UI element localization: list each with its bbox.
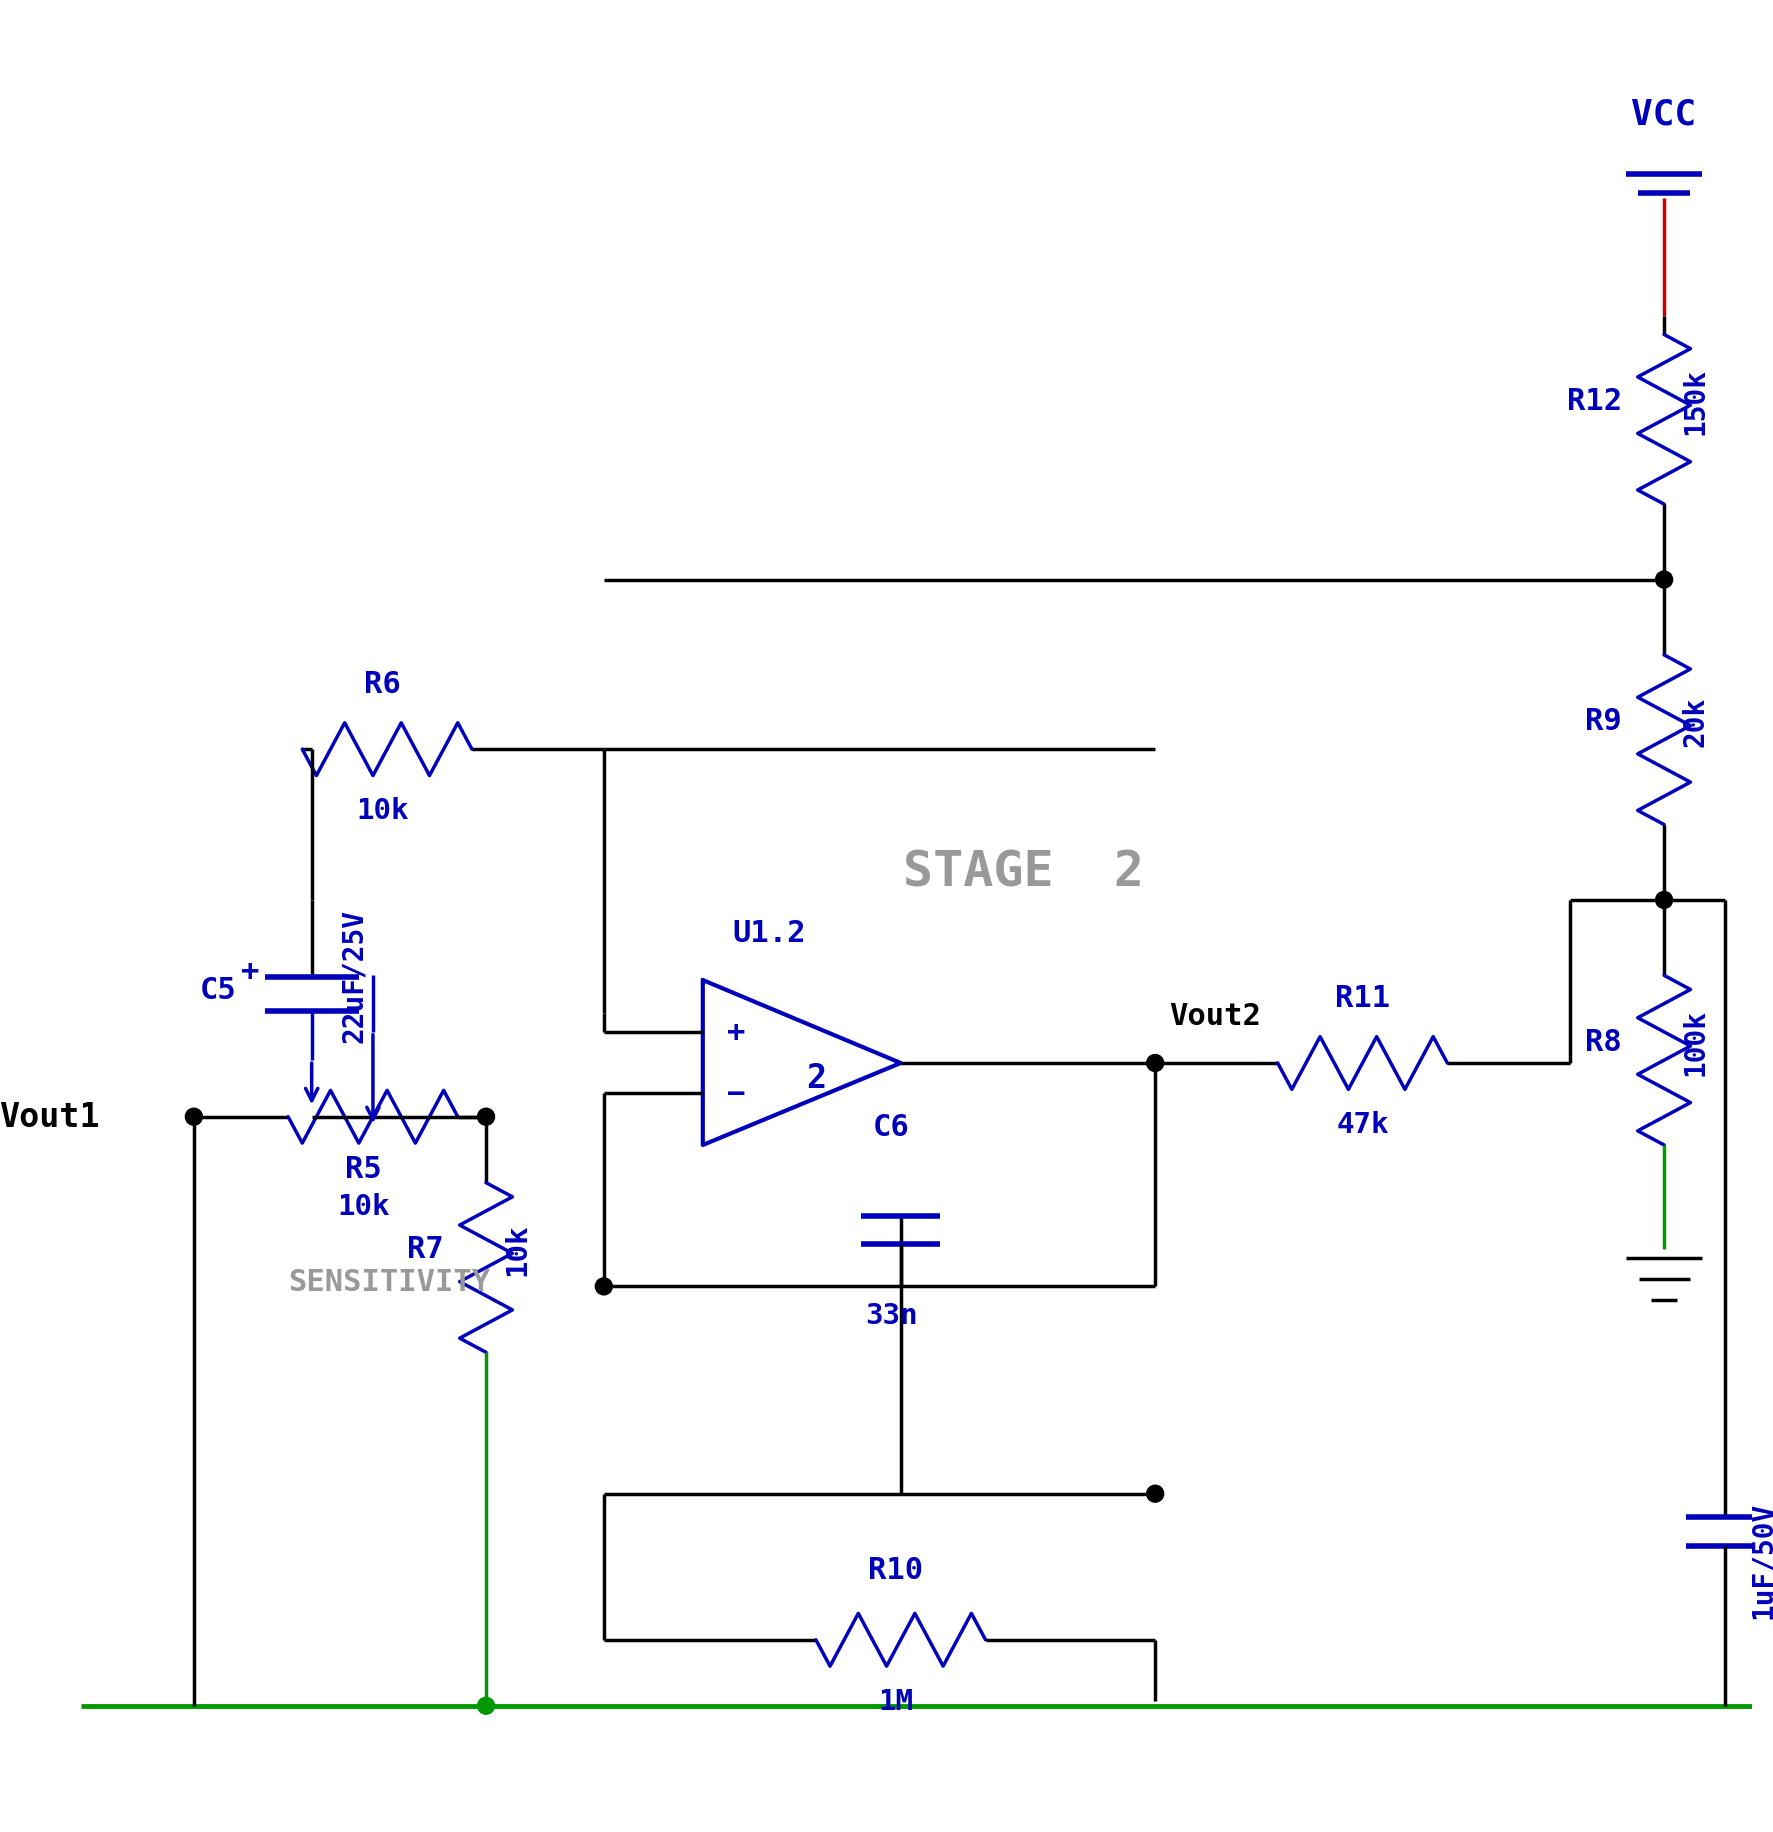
Circle shape [186,1108,202,1125]
Text: VCC: VCC [1631,97,1697,130]
Text: R6: R6 [363,669,401,698]
Text: R8: R8 [1585,1028,1622,1057]
Text: STAGE  2: STAGE 2 [902,848,1144,896]
Text: 100k: 100k [1681,1008,1709,1075]
Text: 47k: 47k [1337,1110,1388,1140]
Text: R11: R11 [1335,984,1390,1011]
Text: +: + [727,1019,745,1046]
Text: 1M: 1M [878,1687,913,1715]
Text: U1.2: U1.2 [732,920,805,947]
Circle shape [477,1696,495,1715]
Text: 22uF/25V: 22uF/25V [340,909,369,1042]
Text: 10k: 10k [356,797,408,824]
Text: C5: C5 [200,975,236,1004]
Text: +: + [241,956,259,986]
Text: −: − [727,1079,745,1108]
Text: R12: R12 [1567,387,1622,416]
Circle shape [1147,1486,1163,1502]
Circle shape [1656,572,1672,588]
Text: R9: R9 [1585,707,1622,736]
Text: 10k: 10k [337,1193,390,1220]
Text: 10k: 10k [504,1222,530,1275]
Text: Vout1: Vout1 [0,1101,99,1134]
Text: 20k: 20k [1681,696,1709,747]
Text: C6: C6 [872,1112,910,1141]
Circle shape [477,1108,495,1125]
Text: 150k: 150k [1681,368,1709,434]
Text: 33n: 33n [865,1301,918,1328]
Circle shape [596,1279,612,1295]
Text: R10: R10 [869,1555,924,1583]
Circle shape [1147,1055,1163,1072]
Text: SENSITIVITY: SENSITIVITY [289,1268,491,1297]
Text: R5: R5 [346,1154,381,1183]
Text: 1uF/50V: 1uF/50V [1748,1500,1773,1618]
Circle shape [1656,892,1672,909]
Text: R7: R7 [406,1235,443,1264]
Text: 2: 2 [807,1061,826,1094]
Text: Vout2: Vout2 [1170,1002,1261,1031]
